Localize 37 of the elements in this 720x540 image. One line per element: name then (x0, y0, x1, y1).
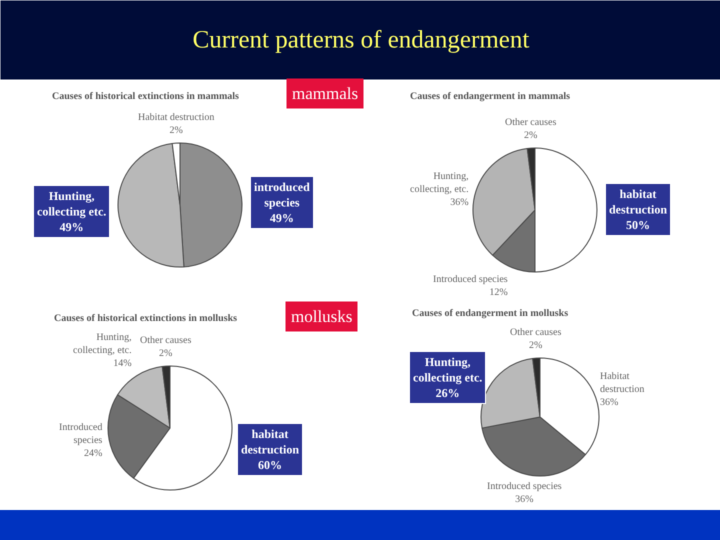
slice-label: Habitat destruction (138, 112, 214, 123)
slice-label: Hunting, collecting, etc. (73, 332, 132, 356)
data-label: 2% (159, 348, 172, 359)
text: mollusks (291, 307, 352, 326)
slice-label: habitat destruction (241, 427, 300, 457)
data-label: 2% (170, 125, 183, 136)
data-label: 12% (489, 287, 508, 298)
data-label: 49% (270, 211, 294, 226)
slice-label: Hunting, collecting etc. (413, 355, 482, 385)
chart-title: Causes of historical extinctions in mammals (52, 91, 240, 102)
data-label: 24% (84, 448, 102, 459)
chart-title: Causes of endangerment in mollusks (412, 308, 568, 319)
slice-label: Introduced species (487, 481, 562, 492)
data-label: 36% (600, 397, 618, 408)
data-label: 2% (524, 130, 538, 141)
slice-label: Other causes (140, 335, 192, 346)
text: Current patterns of endangerment (192, 26, 530, 54)
data-label: 36% (515, 494, 534, 505)
slice-label: introduced species (254, 180, 310, 210)
slice-label: Hunting, collecting, etc. (410, 171, 469, 195)
slice-label: Habitat destruction (600, 371, 644, 395)
slice-label: Hunting, collecting etc. (37, 189, 106, 219)
chart-title: Causes of historical extinctions in mollusks (54, 313, 238, 324)
chart-title: Causes of endangerment in mammals (410, 91, 570, 102)
text: mammals (292, 84, 358, 103)
slice-label: Introduced species (59, 422, 102, 446)
slice-label: Introduced species (433, 274, 508, 285)
data-label: 2% (529, 340, 542, 351)
slice-label: Other causes (510, 327, 562, 338)
data-label: 60% (258, 458, 282, 472)
data-label: 50% (626, 218, 650, 232)
data-label: 26% (436, 386, 460, 400)
slice-label: Other causes (505, 117, 556, 128)
data-label: 36% (450, 197, 469, 208)
slice-label: habitat destruction (609, 187, 668, 217)
data-label: 49% (60, 220, 84, 234)
data-label: 14% (113, 358, 132, 369)
